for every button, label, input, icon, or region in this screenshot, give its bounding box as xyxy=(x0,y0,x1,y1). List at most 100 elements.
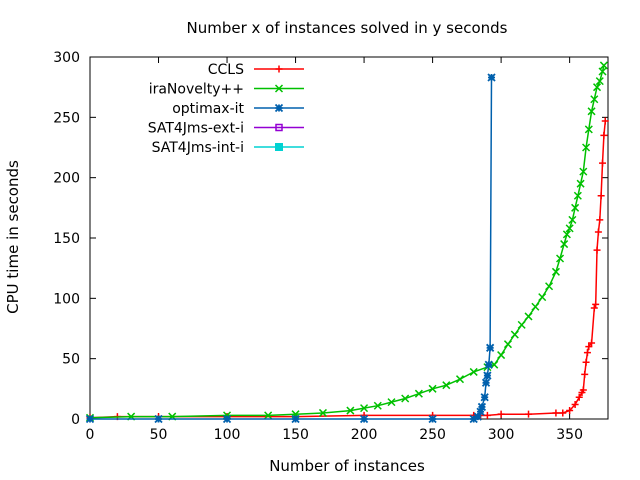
series-layer xyxy=(85,61,609,424)
data-point xyxy=(571,203,580,212)
data-point xyxy=(480,393,489,402)
data-point xyxy=(483,411,491,419)
data-point xyxy=(387,398,396,407)
data-point xyxy=(274,103,284,113)
data-point xyxy=(275,123,283,132)
y-tick-label: 0 xyxy=(71,412,80,428)
data-point xyxy=(538,293,547,302)
data-point xyxy=(552,409,560,417)
data-point xyxy=(596,216,604,224)
legend-label: SAT4Jms-ext-i xyxy=(148,121,244,137)
data-point xyxy=(582,358,590,366)
x-tick-label: 350 xyxy=(556,427,583,443)
data-point xyxy=(503,340,512,349)
data-point xyxy=(583,349,591,357)
series-optimax-it xyxy=(85,73,496,424)
data-point xyxy=(428,384,437,393)
series-iranovelty- xyxy=(85,61,608,422)
legend-label: optimax-it xyxy=(172,101,244,117)
x-axis-label: Number of instances xyxy=(269,457,425,475)
x-tick-label: 150 xyxy=(282,427,309,443)
data-point xyxy=(599,159,607,167)
data-point xyxy=(401,394,410,403)
plot-frame xyxy=(89,56,609,420)
data-point xyxy=(483,371,492,380)
legend-label: iraNovelty++ xyxy=(149,82,244,98)
data-point xyxy=(476,407,485,416)
legend: CCLS iraNovelty++ optimax-it SAT4Jms-ext-i S… xyxy=(148,62,304,156)
data-point xyxy=(484,360,493,369)
data-point xyxy=(428,414,437,424)
y-tick-label: 250 xyxy=(53,110,80,126)
data-point xyxy=(359,414,369,424)
data-point xyxy=(579,386,587,394)
data-point xyxy=(481,378,491,387)
x-tick-label: 300 xyxy=(488,427,515,443)
data-point xyxy=(497,351,506,360)
data-point xyxy=(556,254,565,263)
data-point xyxy=(275,65,283,73)
data-point xyxy=(573,191,582,200)
data-point xyxy=(600,131,608,139)
data-point xyxy=(524,312,533,321)
x-tick-label: 200 xyxy=(351,427,378,443)
axis-ticks: 0 50 100 150 200 250 300 350 0 50 100 150 200 250 300 xyxy=(53,50,608,443)
data-point xyxy=(598,67,607,76)
data-point xyxy=(545,282,554,291)
series-line xyxy=(89,65,605,419)
data-point xyxy=(588,339,596,347)
data-point xyxy=(487,73,496,82)
data-point xyxy=(579,167,588,176)
data-point xyxy=(525,410,533,418)
x-tick-label: 100 xyxy=(214,427,241,443)
x-tick-label: 50 xyxy=(150,427,168,443)
x-tick-label: 250 xyxy=(419,427,446,443)
data-point xyxy=(595,77,604,86)
y-axis-label: CPU time in seconds xyxy=(4,160,22,314)
data-point xyxy=(274,84,284,93)
data-point xyxy=(584,125,593,134)
data-point xyxy=(562,230,571,239)
data-point xyxy=(582,143,591,152)
data-point xyxy=(442,381,451,390)
data-point xyxy=(593,246,601,254)
data-point xyxy=(559,409,567,417)
data-point xyxy=(346,406,355,415)
data-point xyxy=(469,367,478,376)
data-point xyxy=(275,143,283,151)
y-tick-label: 300 xyxy=(53,50,80,66)
data-point xyxy=(601,117,609,125)
data-point xyxy=(592,300,600,308)
data-point xyxy=(473,412,482,421)
data-point xyxy=(576,179,585,188)
chart-title: Number x of instances solved in y second… xyxy=(187,19,508,37)
data-point xyxy=(360,404,369,413)
data-point xyxy=(585,343,593,351)
data-point xyxy=(510,330,519,339)
data-point xyxy=(581,370,589,378)
data-point xyxy=(455,375,465,384)
y-tick-label: 200 xyxy=(53,171,80,187)
data-point xyxy=(517,320,526,329)
data-point xyxy=(568,215,577,224)
data-point xyxy=(373,401,382,410)
data-point xyxy=(571,401,579,409)
series-ccls xyxy=(86,117,609,422)
data-point xyxy=(551,267,560,276)
y-tick-label: 150 xyxy=(53,231,80,247)
series-line xyxy=(89,120,607,419)
y-tick-label: 50 xyxy=(62,352,80,368)
legend-label: SAT4Jms-int-i xyxy=(152,140,244,156)
data-point xyxy=(566,407,574,415)
data-point xyxy=(154,414,163,424)
data-point xyxy=(587,107,596,116)
x-tick-label: 0 xyxy=(86,427,95,443)
data-point xyxy=(597,192,605,200)
data-point xyxy=(560,240,569,249)
data-point xyxy=(222,414,232,424)
data-point xyxy=(575,393,583,401)
data-point xyxy=(593,83,602,92)
data-point xyxy=(85,414,95,424)
y-tick-label: 100 xyxy=(53,291,80,307)
